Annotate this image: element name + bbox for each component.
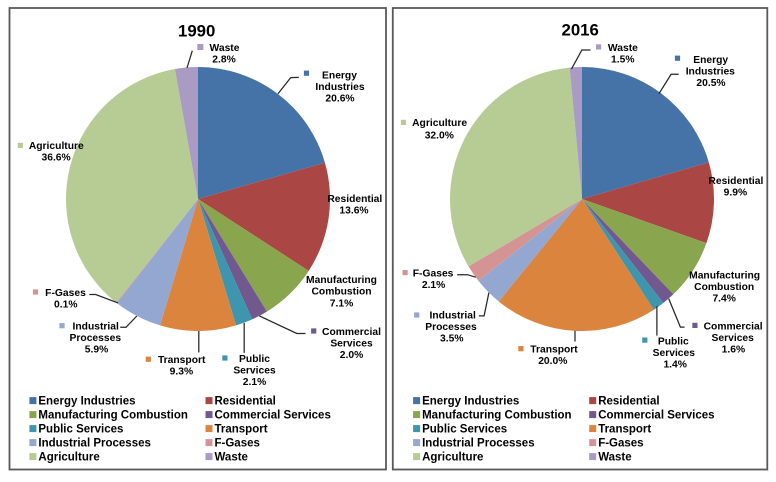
svg-text:Agriculture: Agriculture [422,452,483,464]
svg-text:3.5%: 3.5% [440,334,463,345]
svg-text:Combustion: Combustion [311,287,371,298]
svg-text:Manufacturing Combustion: Manufacturing Combustion [422,410,571,422]
svg-text:Commercial: Commercial [322,327,381,338]
svg-text:Services: Services [233,366,276,377]
svg-text:Processes: Processes [425,322,477,333]
svg-text:Residential: Residential [215,396,276,408]
svg-text:Public: Public [239,354,270,365]
svg-text:Energy Industries: Energy Industries [422,396,519,408]
svg-text:Agriculture: Agriculture [38,452,99,464]
svg-text:Industrial Processes: Industrial Processes [38,438,150,450]
svg-text:Services: Services [330,338,373,349]
svg-text:Commercial Services: Commercial Services [215,410,331,422]
svg-text:F-Gases: F-Gases [413,269,454,280]
svg-text:9.3%: 9.3% [170,367,193,378]
svg-text:Manufacturing: Manufacturing [689,270,760,281]
svg-text:Industries: Industries [315,82,364,93]
svg-text:20.6%: 20.6% [325,93,354,104]
svg-text:32.0%: 32.0% [425,131,454,142]
svg-text:F-Gases: F-Gases [598,438,643,450]
svg-text:2.1%: 2.1% [422,280,445,291]
svg-text:1990: 1990 [178,22,215,41]
svg-text:Waste: Waste [598,452,631,464]
svg-text:0.1%: 0.1% [54,300,77,311]
svg-text:Commercial: Commercial [704,321,763,332]
svg-text:Manufacturing Combustion: Manufacturing Combustion [38,410,188,422]
svg-text:Public: Public [658,336,689,347]
svg-text:Residential: Residential [327,194,382,205]
svg-text:20.5%: 20.5% [696,78,725,89]
svg-text:Commercial Services: Commercial Services [598,410,714,422]
svg-text:Industrial: Industrial [73,321,119,332]
svg-text:13.6%: 13.6% [339,206,368,217]
svg-text:Energy: Energy [322,71,357,82]
svg-text:Services: Services [653,348,696,359]
svg-text:2.1%: 2.1% [243,377,266,388]
svg-text:7.4%: 7.4% [712,293,735,304]
svg-text:F-Gases: F-Gases [45,288,86,299]
svg-text:Industrial: Industrial [430,311,476,322]
svg-text:Waste: Waste [215,452,248,464]
svg-text:Energy: Energy [693,55,728,66]
svg-text:Transport: Transport [158,355,206,366]
svg-text:2016: 2016 [562,20,599,39]
svg-text:Waste: Waste [608,43,638,54]
svg-text:2.0%: 2.0% [340,350,363,361]
svg-text:Industrial Processes: Industrial Processes [422,438,534,450]
svg-text:Industries: Industries [686,67,735,78]
svg-text:Processes: Processes [70,333,122,344]
svg-text:1.4%: 1.4% [663,359,686,370]
svg-text:1.6%: 1.6% [722,344,745,355]
svg-text:Residential: Residential [708,176,763,187]
svg-text:F-Gases: F-Gases [215,438,260,450]
svg-text:Transport: Transport [598,424,651,436]
svg-text:Manufacturing: Manufacturing [306,275,377,286]
svg-text:1.5%: 1.5% [611,55,634,66]
svg-text:Agriculture: Agriculture [29,141,84,152]
svg-text:Transport: Transport [215,424,268,436]
svg-text:Public Services: Public Services [422,424,507,436]
svg-text:36.6%: 36.6% [41,153,70,164]
svg-text:Services: Services [712,333,755,344]
svg-text:Public Services: Public Services [38,424,123,436]
svg-text:Transport: Transport [530,345,578,356]
svg-text:7.1%: 7.1% [330,298,353,309]
svg-text:Energy Industries: Energy Industries [38,396,135,408]
svg-text:Residential: Residential [598,396,659,408]
svg-text:9.9%: 9.9% [724,188,747,199]
svg-text:5.9%: 5.9% [85,344,108,355]
svg-text:Combustion: Combustion [694,282,754,293]
svg-text:Agriculture: Agriculture [412,118,467,129]
svg-text:2.8%: 2.8% [212,55,235,66]
svg-text:20.0%: 20.0% [538,356,567,367]
svg-text:Waste: Waste [210,43,240,54]
